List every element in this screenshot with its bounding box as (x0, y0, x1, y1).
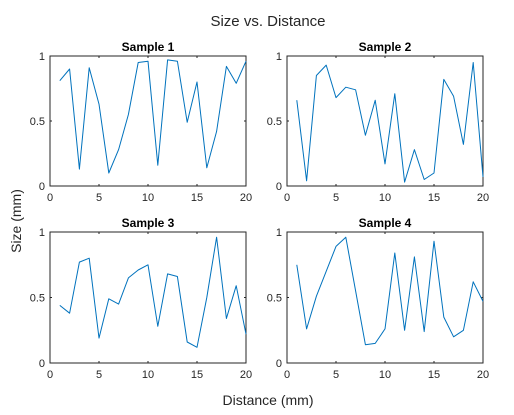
x-tick-label: 20 (240, 369, 252, 381)
x-tick-label: 5 (333, 192, 339, 204)
subplot-title: Sample 1 (122, 40, 175, 54)
subplot-4: 0 5 10 15 20 0 0.5 1 Sample 4 (267, 216, 489, 381)
plot-area (49, 55, 247, 187)
series-line (59, 236, 247, 348)
figure-ylabel: Size (mm) (8, 189, 24, 253)
x-tick-label: 10 (142, 369, 154, 381)
x-tick-label: 5 (96, 369, 102, 381)
x-tick-label: 0 (47, 369, 53, 381)
x-tick-label: 20 (477, 192, 489, 204)
x-tick-label: 15 (191, 369, 203, 381)
y-tick-label: 0 (276, 358, 282, 370)
x-tick-label: 5 (333, 369, 339, 381)
y-tick-label: 1 (276, 227, 282, 239)
y-tick-label: 1 (39, 51, 45, 63)
y-tick-label: 0 (276, 181, 282, 193)
y-tick-label: 0.5 (30, 293, 45, 305)
x-tick-label: 0 (47, 192, 53, 204)
x-tick-label: 15 (428, 369, 440, 381)
subplot-2: 0 5 10 15 20 0 0.5 1 Sample 2 (267, 40, 489, 204)
x-tick-label: 10 (379, 192, 391, 204)
subplot-title: Sample 3 (122, 216, 175, 230)
y-tick-label: 0 (39, 181, 45, 193)
x-tick-label: 15 (428, 192, 440, 204)
plot-area (49, 231, 247, 364)
x-tick-label: 10 (379, 369, 391, 381)
subplot-title: Sample 4 (359, 216, 412, 230)
figure-xlabel: Distance (mm) (222, 392, 313, 408)
series-line (59, 59, 247, 174)
figure-title: Size vs. Distance (210, 13, 325, 30)
x-tick-label: 0 (284, 369, 290, 381)
y-tick-label: 1 (276, 51, 282, 63)
y-tick-label: 1 (39, 227, 45, 239)
x-tick-label: 10 (142, 192, 154, 204)
y-tick-label: 0 (39, 358, 45, 370)
plot-area (286, 231, 484, 364)
y-tick-label: 0.5 (30, 116, 45, 128)
x-tick-label: 20 (477, 369, 489, 381)
x-tick-label: 5 (96, 192, 102, 204)
x-tick-label: 15 (191, 192, 203, 204)
y-tick-label: 0.5 (267, 293, 282, 305)
series-line (296, 236, 484, 346)
y-tick-label: 0.5 (267, 116, 282, 128)
subplot-1: 0 5 10 15 20 0 0.5 1 Sample 1 (30, 40, 252, 204)
subplot-3: 0 5 10 15 20 0 0.5 1 Sample 3 (30, 216, 252, 381)
subplot-title: Sample 2 (359, 40, 412, 54)
x-tick-label: 20 (240, 192, 252, 204)
series-line (296, 62, 484, 183)
x-tick-label: 0 (284, 192, 290, 204)
